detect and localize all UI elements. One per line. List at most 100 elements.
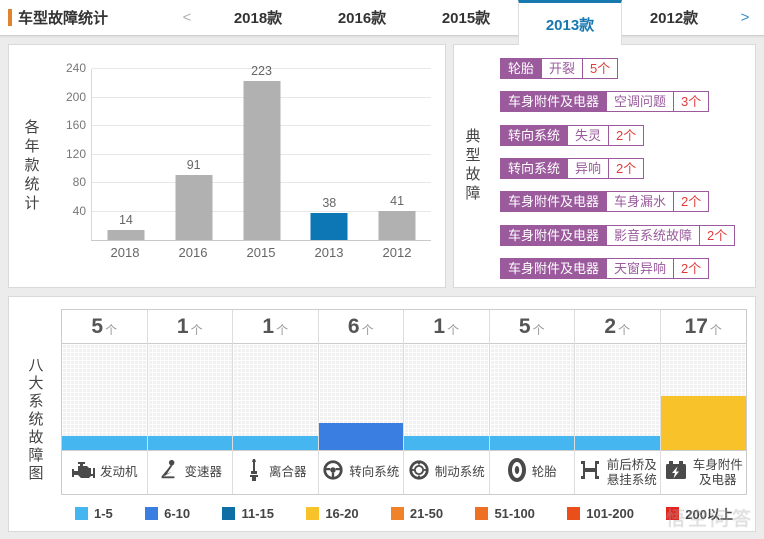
system-grid-cell <box>660 344 746 450</box>
legend-range-label: 6-10 <box>164 506 191 521</box>
system-count-number: 5 <box>518 314 531 338</box>
system-grid-cell <box>318 344 403 450</box>
fault-issue-label: 开裂 <box>541 58 584 79</box>
fault-tag-row: 车身附件及电器 影音系统故障 2个 <box>500 224 749 246</box>
typical-faults-panel: 典型故障 轮胎 开裂 5个 车身附件及电器 空调问题 3个 转向系统 失灵 2个 转向系统 异响 2个… <box>453 44 756 288</box>
fault-issue-label: 影音系统故障 <box>606 224 701 246</box>
y-tick-label-200: 200 <box>65 89 86 104</box>
system-count-number: 1 <box>433 314 446 338</box>
fault-count-badge: 2个 <box>608 124 645 146</box>
system-count-number: 1 <box>176 314 189 338</box>
tire-icon <box>507 458 527 487</box>
system-icon-row: 前后桥及 悬挂系统 <box>575 450 660 494</box>
system-column-转向系统: 6 个转向系统 <box>318 310 404 494</box>
fault-tag-row: 轮胎 开裂 5个 <box>500 58 749 79</box>
yearly-stats-side-label: 各年款统计 <box>22 118 40 214</box>
yearly-bar-2012 <box>378 210 416 240</box>
system-fault-bar <box>489 436 574 450</box>
systems-content: 5 个发动机 1 个变速器 1 个离合器 6 个转向系统 1 个制动系统 5 个轮胎 2 个前后桥及 悬挂… <box>61 309 747 531</box>
yearly-bar-value-2018: 14 <box>118 213 133 228</box>
fault-system-label: 转向系统 <box>500 157 569 179</box>
fault-issue-label: 空调问题 <box>606 91 675 113</box>
fault-system-label: 车身附件及电器 <box>500 257 608 279</box>
system-count-number: 17 <box>684 314 708 338</box>
system-grid-cell <box>233 344 318 450</box>
tab-2018款[interactable]: 2018款 <box>233 10 283 27</box>
system-column-离合器: 1 个离合器 <box>233 310 319 494</box>
fault-count-badge: 2个 <box>673 257 710 279</box>
system-count-unit: 个 <box>276 322 289 337</box>
title-accent-bar <box>8 9 12 26</box>
system-grid-cell <box>489 344 574 450</box>
legend-swatch <box>475 507 489 520</box>
system-name-label: 发动机 <box>99 465 138 480</box>
battery-icon <box>664 459 688 486</box>
legend-range-label: 16-20 <box>325 506 359 521</box>
yearly-bar-value-2012: 41 <box>390 193 405 208</box>
fault-tag-row: 转向系统 失灵 2个 <box>500 124 749 146</box>
system-name-label: 转向系统 <box>349 465 400 480</box>
legend-item-21-50: 21-50 <box>390 506 444 521</box>
system-count-unit: 个 <box>190 322 203 337</box>
system-grid-cell <box>575 344 660 450</box>
y-tick-label-160: 160 <box>65 118 86 133</box>
legend-swatch <box>306 507 320 520</box>
system-grid-cell <box>62 344 147 450</box>
system-count-number: 6 <box>347 314 360 338</box>
tab-2012款[interactable]: 2012款 <box>649 10 699 27</box>
brake-disc-icon <box>408 459 430 486</box>
tab-2015款[interactable]: 2015款 <box>441 10 491 27</box>
fault-tag-row: 车身附件及电器 天窗异响 2个 <box>500 257 749 279</box>
page-title-wrap: 车型故障统计 <box>0 0 168 35</box>
yearly-bar-chart: 40 80 120 160 200 240 14 91 223 38 41 2018 2016 2015… <box>53 45 445 287</box>
system-count-unit: 个 <box>618 322 631 337</box>
header-bar: 车型故障统计 < 2018款 2016款 2015款 2013款 2012款 > <box>0 0 764 45</box>
y-tick-label-120: 120 <box>65 146 86 161</box>
legend-item-51-100: 51-100 <box>475 506 535 521</box>
systems-table: 5 个发动机 1 个变速器 1 个离合器 6 个转向系统 1 个制动系统 5 个轮胎 2 个前后桥及 悬挂… <box>61 309 747 495</box>
system-name-label: 轮胎 <box>531 465 557 480</box>
x-axis-label-2013: 2013 <box>314 245 344 260</box>
system-fault-bar <box>233 436 318 450</box>
system-fault-bar <box>575 436 660 450</box>
legend-range-label: 200以上 <box>685 507 733 522</box>
system-name-label: 离合器 <box>268 465 307 480</box>
engine-icon <box>71 460 95 485</box>
fault-issue-label: 天窗异响 <box>606 257 675 279</box>
fault-count-badge: 5个 <box>582 58 619 79</box>
x-axis-label-2012: 2012 <box>382 245 412 260</box>
fault-count-badge: 2个 <box>673 191 710 213</box>
systems-side-label: 八大系统故障图 <box>26 357 44 483</box>
tab-2013款[interactable]: 2013款 <box>518 0 622 45</box>
fault-count-badge: 2个 <box>699 224 736 246</box>
gear-shifter-icon <box>157 459 179 486</box>
fault-tag-row: 车身附件及电器 车身漏水 2个 <box>500 191 749 213</box>
legend-swatch <box>567 507 581 520</box>
tabs-next-arrow[interactable]: > <box>740 9 750 26</box>
system-fault-bar <box>660 395 746 450</box>
fault-system-label: 车身附件及电器 <box>500 224 608 246</box>
system-count-number: 1 <box>262 314 275 338</box>
legend-range-label: 21-50 <box>409 506 444 521</box>
system-fault-bar <box>62 436 147 450</box>
system-name-label: 前后桥及 悬挂系统 <box>606 458 657 487</box>
yearly-bar-value-2016: 91 <box>186 158 201 173</box>
tab-2016款[interactable]: 2016款 <box>337 10 387 27</box>
system-name-label: 变速器 <box>184 465 222 480</box>
legend-item-16-20: 16-20 <box>306 506 359 521</box>
legend-range-label: 51-100 <box>494 506 535 521</box>
x-axis-label-2015: 2015 <box>246 245 276 260</box>
fault-tag-row: 车身附件及电器 空调问题 3个 <box>500 91 749 113</box>
legend-swatch <box>75 507 88 520</box>
legend-item-6-10: 6-10 <box>145 506 190 521</box>
system-grid-cell <box>404 344 489 450</box>
typical-faults-list: 轮胎 开裂 5个 车身附件及电器 空调问题 3个 转向系统 失灵 2个 转向系统 异响 2个 车身附件及… <box>490 45 755 287</box>
system-count-unit: 个 <box>361 322 374 337</box>
fault-tag-row: 转向系统 异响 2个 <box>500 157 749 179</box>
system-count-unit: 个 <box>709 322 722 337</box>
clutch-pedal-icon <box>244 458 264 487</box>
x-axis-label-2018: 2018 <box>110 245 140 260</box>
tabs-prev-arrow[interactable]: < <box>182 9 192 26</box>
